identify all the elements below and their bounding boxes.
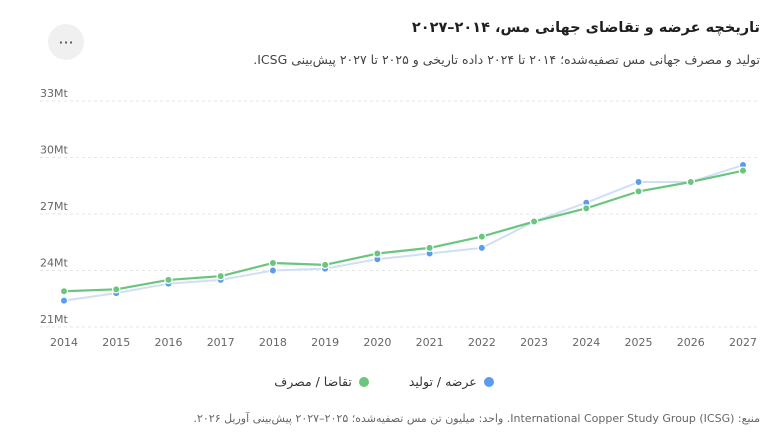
series-line-1 [63,169,744,293]
chart-subtitle: تولید و مصرف جهانی مس تصفیه‌شده؛ ۲۰۱۴ تا… [253,52,760,67]
more-icon: ··· [58,32,74,52]
series-0-point[interactable] [634,177,643,187]
y-tick-label: 33Mt [40,87,68,100]
series-0-point[interactable] [59,296,69,305]
series-1-point[interactable] [738,166,748,175]
series-0-point[interactable] [268,266,278,275]
x-tick-label: 2027 [729,336,757,349]
series-1-point[interactable] [164,275,173,285]
series-0-point[interactable] [477,243,487,253]
series-1-point[interactable] [320,260,330,270]
y-tick-label: 21Mt [40,313,68,326]
legend-demand-label: تقاضا / مصرف [274,374,352,389]
x-tick-label: 2014 [50,336,78,349]
series-line-0 [63,164,744,302]
series-1-point[interactable] [477,232,487,241]
x-tick-label: 2015 [102,336,130,349]
y-tick-label: 30Mt [40,144,68,157]
y-tick-label: 27Mt [40,200,68,213]
series-1-point[interactable] [268,258,278,268]
x-tick-label: 2024 [572,336,600,349]
x-tick-label: 2023 [520,336,548,349]
legend-demand-dot-icon [358,376,369,387]
x-tick-label: 2018 [259,336,287,349]
x-tick-label: 2021 [416,336,444,349]
series-1-point[interactable] [634,187,643,196]
chart-legend: عرضه / تولید تقاضا / مصرف [0,374,768,389]
source-note: منبع: International Copper Study Group (… [193,412,760,425]
legend-supply-label: عرضه / تولید [408,374,477,389]
legend-item-demand[interactable]: تقاضا / مصرف [274,374,369,389]
x-tick-label: 2016 [154,336,182,349]
series-1-point[interactable] [425,243,434,253]
series-1-point[interactable] [59,287,69,296]
x-tick-label: 2020 [363,336,391,349]
x-tick-label: 2019 [311,336,339,349]
series-1-point[interactable] [373,249,382,258]
series-1-point[interactable] [582,204,591,213]
series-1-point[interactable] [216,271,225,281]
x-tick-label: 2026 [677,336,705,349]
chart-menu-button[interactable]: ··· [48,24,84,60]
series-1-point[interactable] [112,285,121,294]
chart-title: تاریخچه عرضه و تقاضای جهانی مس، ۲۰۱۴–۲۰۲… [411,20,760,36]
series-1-point[interactable] [686,177,695,187]
legend-item-supply[interactable]: عرضه / تولید [409,374,494,389]
x-tick-label: 2017 [207,336,235,349]
legend-supply-dot-icon [483,376,494,387]
y-tick-label: 24Mt [40,257,68,270]
x-tick-label: 2025 [625,336,653,349]
series-1-point[interactable] [529,217,539,226]
x-tick-label: 2022 [468,336,496,349]
